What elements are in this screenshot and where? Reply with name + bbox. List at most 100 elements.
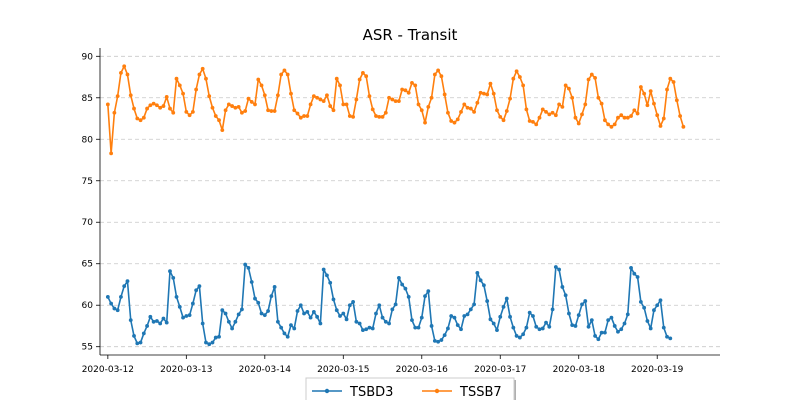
data-point — [517, 75, 522, 79]
data-point — [115, 94, 120, 99]
data-point — [148, 314, 153, 319]
data-point — [194, 288, 199, 293]
data-point — [446, 110, 450, 115]
data-point — [298, 115, 303, 120]
data-point — [364, 74, 369, 79]
data-point — [429, 324, 434, 328]
data-point — [351, 114, 355, 119]
data-point — [161, 104, 166, 108]
data-point — [560, 285, 565, 289]
data-point — [217, 118, 221, 123]
data-point — [648, 326, 653, 331]
data-point — [253, 296, 257, 301]
data-point — [652, 101, 656, 106]
data-point — [115, 308, 120, 313]
x-tick-label: 2020-03-17 — [474, 365, 526, 375]
data-point — [308, 315, 313, 320]
data-point — [645, 319, 650, 323]
data-point — [498, 314, 503, 319]
axes: 55 60 65 70 75 80 85 90 2020-03-12 2020-03-13 2020… — [82, 48, 720, 375]
data-point — [459, 327, 463, 332]
data-point — [190, 109, 195, 114]
data-point — [514, 69, 519, 74]
data-point — [495, 108, 499, 113]
chart-title: ASR - Transit — [363, 26, 458, 44]
data-point — [570, 95, 575, 100]
data-point — [266, 108, 270, 113]
data-point — [285, 72, 290, 77]
data-point — [521, 83, 526, 88]
data-point — [416, 102, 421, 107]
data-point — [455, 323, 460, 328]
data-point — [599, 330, 604, 335]
data-point — [145, 324, 149, 328]
data-point — [256, 77, 261, 82]
data-point — [625, 312, 630, 317]
data-point — [678, 114, 683, 118]
data-point — [292, 326, 297, 331]
data-point — [377, 114, 382, 119]
data-point — [423, 120, 427, 125]
y-tick-label: 85 — [82, 94, 93, 104]
data-point — [302, 114, 306, 118]
data-point — [570, 323, 575, 328]
data-point — [508, 314, 512, 319]
data-point — [272, 285, 277, 289]
data-point — [658, 298, 663, 303]
data-point — [665, 87, 669, 92]
data-point — [674, 98, 679, 103]
data-point — [105, 102, 110, 107]
data-point — [406, 295, 411, 299]
data-point — [465, 105, 470, 110]
data-point — [645, 103, 650, 108]
data-point — [138, 118, 143, 123]
data-point — [419, 315, 424, 320]
data-point — [504, 109, 509, 113]
data-point — [488, 81, 493, 86]
data-point — [609, 124, 614, 129]
data-point — [586, 324, 591, 329]
data-point — [289, 91, 293, 96]
data-point — [602, 330, 607, 335]
data-point — [213, 335, 218, 340]
series-tssb7 — [105, 64, 686, 156]
data-point — [432, 338, 437, 343]
data-point — [328, 104, 333, 108]
data-point — [213, 114, 218, 118]
data-point — [524, 325, 529, 330]
data-point — [315, 95, 320, 100]
data-point — [560, 105, 565, 109]
data-point — [230, 326, 235, 331]
data-point — [413, 83, 418, 88]
data-point — [439, 74, 444, 79]
data-point — [459, 109, 463, 114]
data-point — [426, 105, 431, 109]
data-point — [210, 340, 215, 345]
data-point — [269, 109, 274, 113]
y-tick-label: 80 — [82, 135, 94, 145]
data-point — [246, 96, 251, 101]
data-point — [279, 72, 284, 77]
y-tick-label: 90 — [82, 52, 94, 62]
data-point — [328, 280, 333, 285]
data-point — [187, 113, 192, 118]
data-point — [550, 307, 555, 312]
data-point — [135, 341, 140, 346]
data-point — [285, 334, 290, 339]
data-point — [619, 113, 624, 118]
data-point — [119, 70, 123, 75]
data-point — [586, 77, 591, 82]
data-point — [282, 68, 287, 73]
data-point — [593, 75, 597, 80]
data-point — [557, 267, 562, 272]
data-point — [609, 315, 614, 320]
data-point — [217, 334, 221, 339]
data-point — [315, 314, 320, 319]
data-point — [109, 301, 114, 306]
data-point — [207, 94, 212, 99]
data-point — [305, 309, 310, 314]
data-point — [531, 314, 535, 318]
data-point — [266, 309, 270, 313]
data-point — [442, 92, 447, 97]
data-point — [325, 273, 329, 278]
